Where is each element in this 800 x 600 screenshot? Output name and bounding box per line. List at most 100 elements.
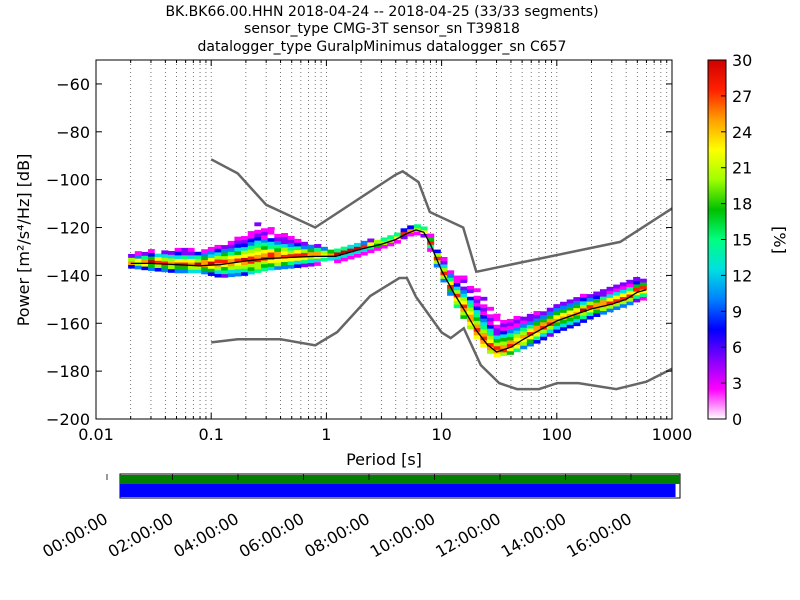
psd-cell [241,239,249,244]
psd-cell [241,246,249,251]
psd-cell [566,324,574,329]
psd-cell [460,282,468,287]
psd-cell [533,314,541,319]
psd-cell [234,236,242,241]
noise-models [210,158,673,391]
psd-cell [227,255,235,260]
psd-cell [453,304,461,309]
psd-cell [639,289,647,294]
psd-cell [340,246,348,251]
psd-cell [167,254,176,259]
psd-cell [413,224,421,229]
psd-cell [533,339,541,344]
psd-cell [526,335,534,340]
psd-cell [613,288,621,293]
psd-cell [148,256,156,261]
psd-cell [633,294,641,299]
psd-cell [247,249,255,253]
psd-cell [387,242,395,247]
psd-cell [267,262,275,267]
psd-cell [167,268,176,273]
noise-model-nhnm [210,158,673,274]
psd-cell [546,325,554,330]
psd-cell [486,342,495,347]
psd-cell [267,241,275,246]
psd-cell [214,259,222,264]
psd-cell [619,296,627,301]
psd-cell [526,331,534,336]
psd-cell [573,318,581,323]
x-axis-label: Period [s] [346,450,422,469]
psd-cell [327,249,335,254]
psd-cell [599,307,607,312]
psd-cell [261,263,269,268]
psd-cell [287,235,295,240]
psd-cell [573,304,581,309]
psd-cell [546,307,554,312]
psd-cell [187,255,195,259]
psd-cell [360,244,368,249]
psd-cell [154,249,162,254]
psd-cell [586,315,594,320]
psd-cell [294,238,302,243]
psd-cell [626,283,634,288]
psd-cell [287,246,295,251]
psd-cell [141,262,149,267]
psd-cell [613,298,621,303]
psd-cell [347,251,355,256]
psd-cell [320,250,328,255]
psd-cell [214,248,222,253]
psd-cell [633,287,641,292]
psd-cell [500,323,508,328]
psd-cell [267,259,275,264]
psd-cell [520,323,528,328]
psd-cell [207,257,215,262]
psd-cell [247,263,255,268]
psd-cell [154,264,162,268]
psd-cell [506,318,514,323]
psd-cell [453,300,461,305]
psd-cell [560,308,568,313]
psd-cell [473,324,481,329]
psd-cell [447,288,455,293]
psd-cell [626,301,634,306]
timeline-tick-label: 02:00:00 [105,509,177,561]
psd-cell [280,258,288,263]
psd-cell [500,319,508,324]
psd-cell [280,247,288,252]
psd-cell [433,252,441,257]
psd-cell [639,278,647,283]
psd-cell [267,248,275,253]
psd-cell [573,297,581,301]
psd-cell [433,249,441,254]
psd-cell [493,331,501,336]
psd-cell [427,237,435,242]
psd-cell [467,303,475,308]
y-tick-label: −140 [46,266,90,285]
psd-cell [221,270,229,275]
psd-cell [506,332,514,337]
psd-cell [387,235,395,240]
psd-cell [201,256,209,261]
x-tick-label: 10 [431,425,451,444]
psd-cell [134,265,142,270]
psd-cell [566,317,574,322]
psd-cell [606,308,614,313]
psd-cell [467,289,475,294]
psd-cell [486,321,495,326]
psd-cell [340,250,348,255]
psd-cell [467,314,475,319]
psd-cell [360,240,368,245]
psd-cell [148,249,156,253]
psd-cell [486,310,495,315]
psd-cell [639,282,647,287]
psd-cell [526,313,534,318]
psd-cell [633,298,641,303]
psd-cell [513,337,521,342]
psd-cell [440,267,448,272]
psd-cell [460,304,468,309]
psd-cell [606,290,614,295]
psd-cell [513,348,521,353]
psd-cell [280,240,288,245]
